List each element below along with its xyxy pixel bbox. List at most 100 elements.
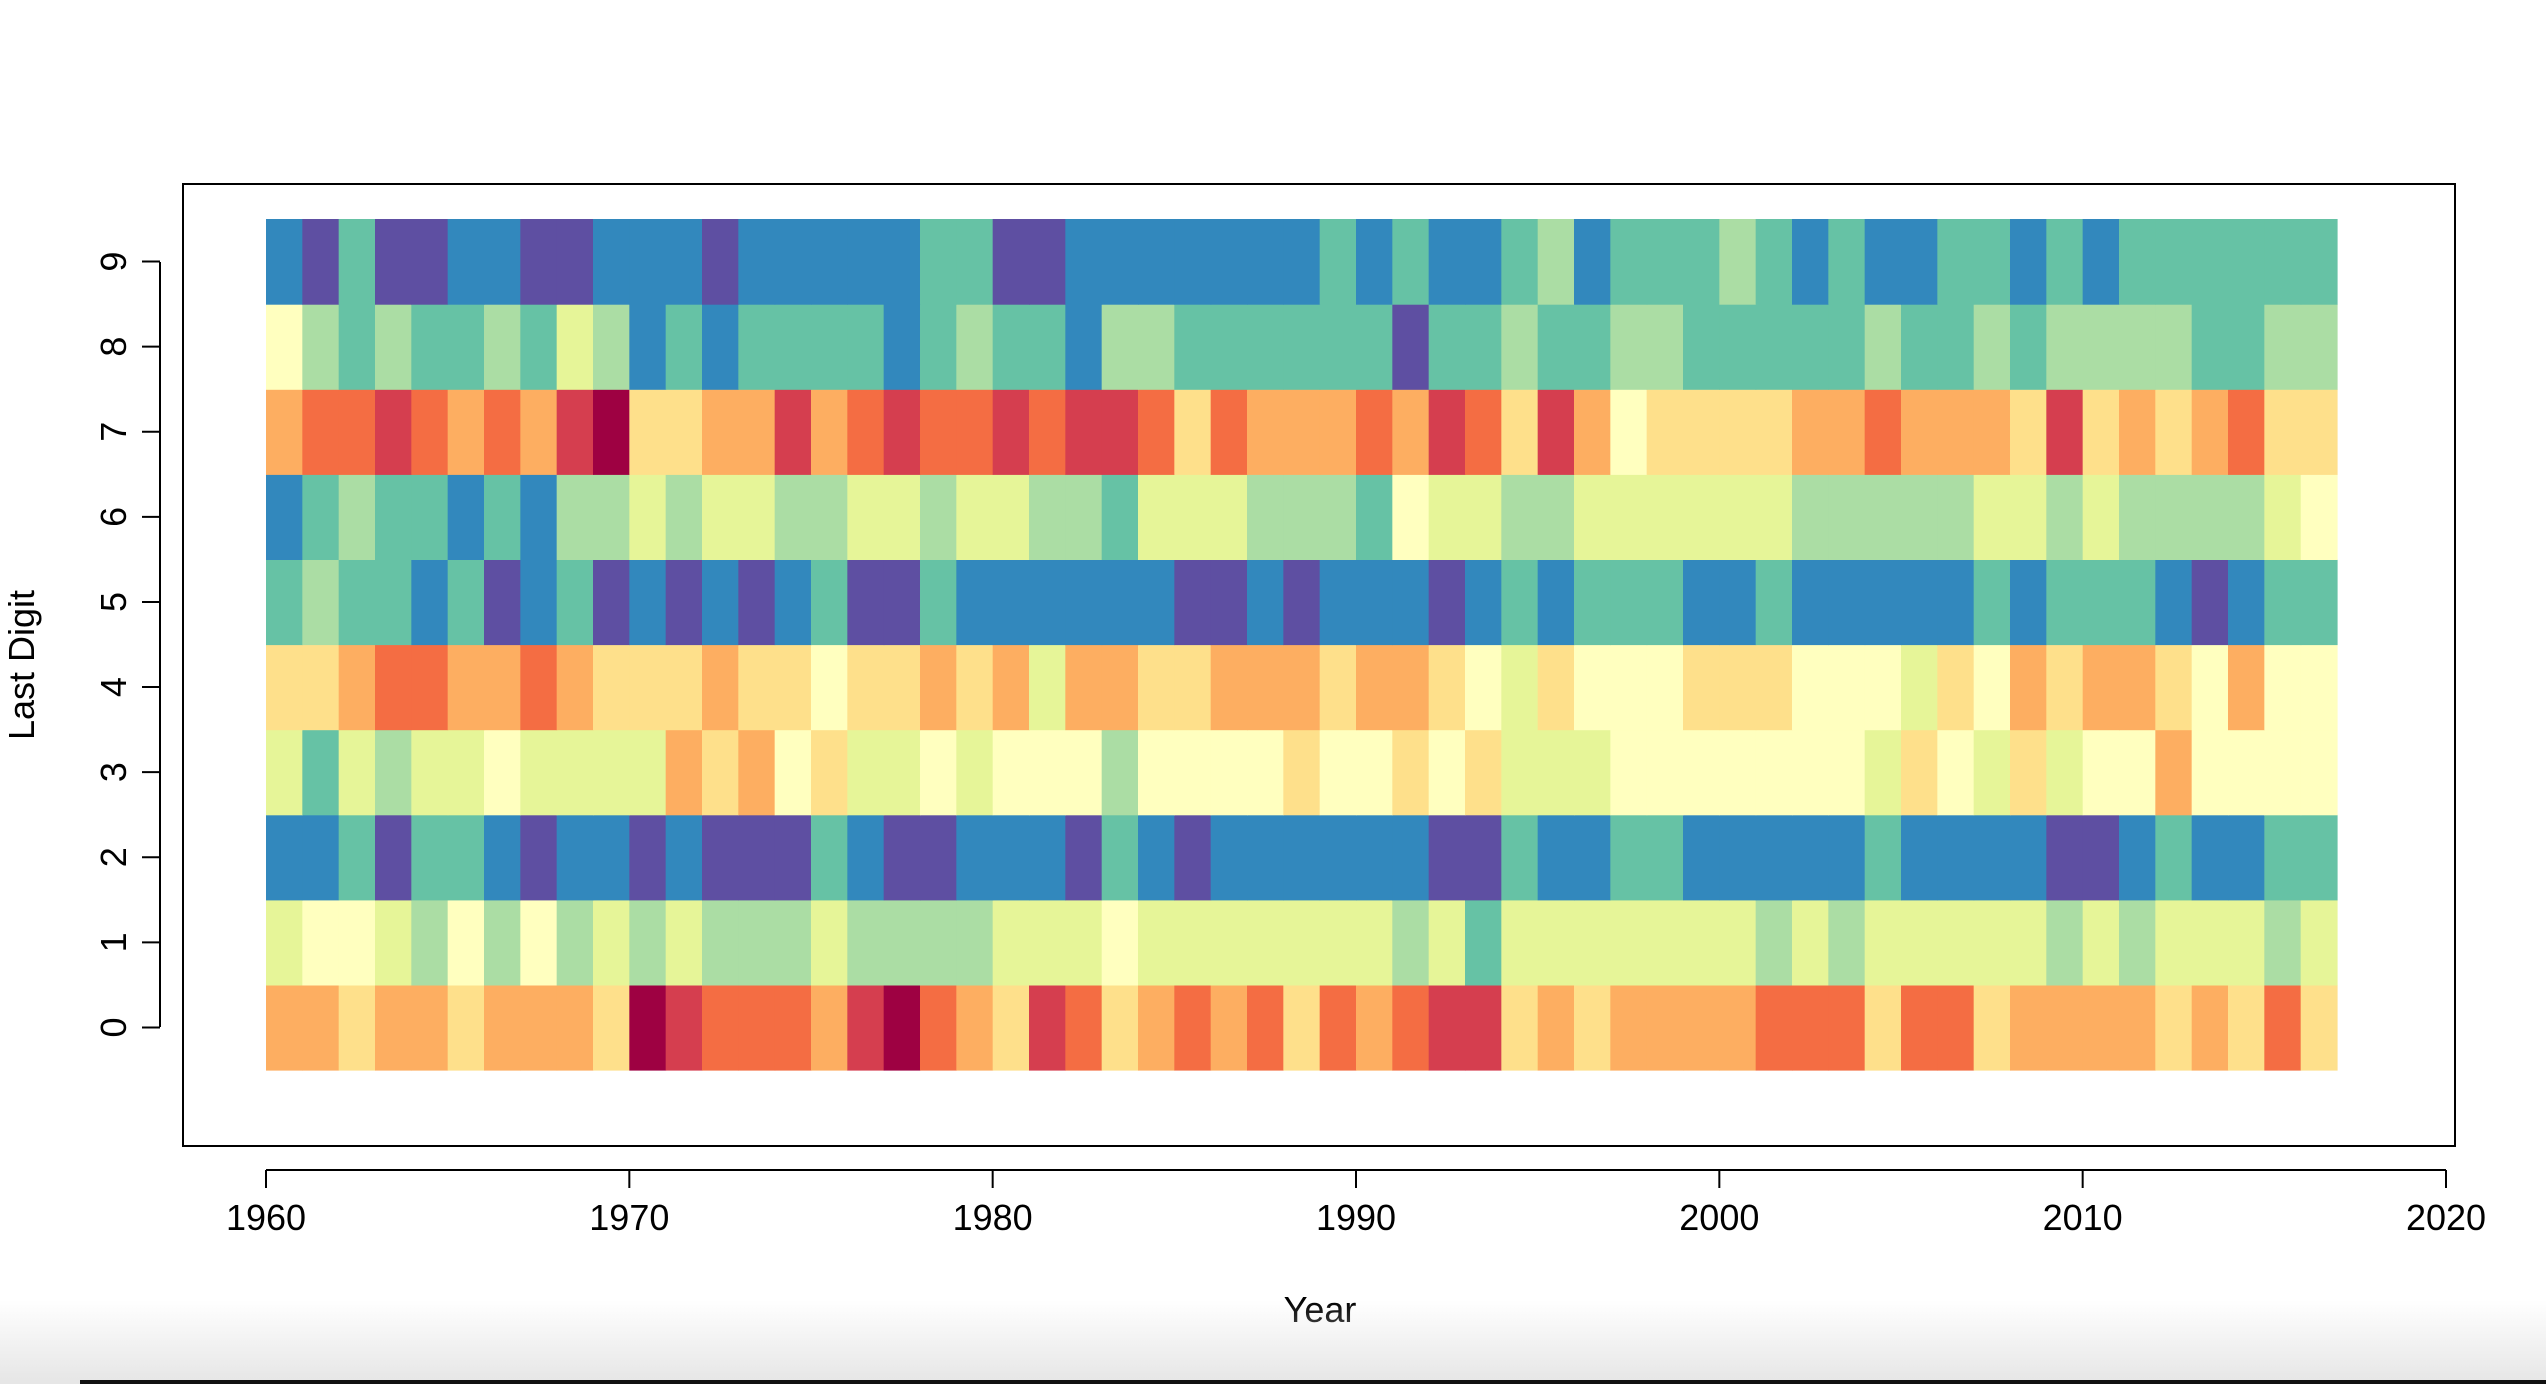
- heatmap-cell: [774, 984, 812, 1071]
- heatmap-cell: [2119, 899, 2156, 986]
- heatmap-cell: [2191, 984, 2229, 1071]
- heatmap-cell: [1174, 304, 1212, 390]
- heatmap-cell: [702, 559, 739, 646]
- heatmap-cell: [520, 899, 558, 986]
- heatmap-cell: [2010, 899, 2047, 986]
- heatmap-cell: [1029, 814, 1066, 901]
- heatmap-cell: [738, 984, 776, 1071]
- heatmap-cell: [520, 219, 558, 305]
- heatmap-cell: [2082, 729, 2120, 816]
- heatmap-cell: [1065, 559, 1103, 646]
- heatmap-cell: [883, 389, 921, 475]
- heatmap-cell: [774, 219, 812, 305]
- heatmap-cell: [702, 729, 739, 816]
- heatmap-cell: [1101, 389, 1139, 475]
- heatmap-cell: [2082, 559, 2120, 646]
- heatmap-cell: [1828, 219, 1866, 305]
- heatmap-cell: [2010, 304, 2047, 390]
- heatmap-cell: [920, 219, 957, 305]
- heatmap-cell: [338, 474, 376, 560]
- heatmap-cell: [956, 729, 994, 816]
- heatmap-cell: [2155, 644, 2193, 731]
- heatmap-cell: [1901, 219, 1938, 305]
- heatmap-cell: [1101, 559, 1139, 646]
- heatmap-cell: [484, 219, 521, 305]
- heatmap-cell: [1864, 814, 1902, 901]
- heatmap-cell: [2300, 644, 2338, 731]
- heatmap-cell: [1574, 219, 1611, 305]
- heatmap-cell: [411, 644, 449, 731]
- heatmap-cell: [2155, 389, 2193, 475]
- heatmap-cell: [1610, 304, 1648, 390]
- heatmap-cell: [2191, 474, 2229, 560]
- heatmap-cell: [2119, 559, 2156, 646]
- heatmap-cell: [1610, 559, 1648, 646]
- heatmap-cell: [2264, 474, 2302, 560]
- heatmap-cell: [1501, 984, 1539, 1071]
- heatmap-cell: [811, 644, 848, 731]
- heatmap-cell: [1283, 304, 1321, 390]
- heatmap-cell: [1283, 219, 1321, 305]
- heatmap-cell: [266, 559, 303, 646]
- heatmap-cell: [774, 644, 812, 731]
- heatmap-cell: [1937, 304, 1975, 390]
- heatmap-cell: [1828, 814, 1866, 901]
- heatmap-cell: [1646, 729, 1684, 816]
- heatmap-cell: [1719, 559, 1757, 646]
- heatmap-cell: [883, 474, 921, 560]
- heatmap-cell: [2300, 389, 2338, 475]
- heatmap-cell: [1283, 644, 1321, 731]
- heatmap-cell: [1719, 899, 1757, 986]
- heatmap-cell: [593, 304, 630, 390]
- heatmap-cell: [1283, 389, 1321, 475]
- heatmap-cell: [1755, 559, 1793, 646]
- heatmap-cell: [520, 814, 558, 901]
- heatmap-cell: [1247, 559, 1284, 646]
- heatmap-cell: [1610, 389, 1648, 475]
- heatmap-cell: [1864, 474, 1902, 560]
- heatmap-cell: [1356, 304, 1393, 390]
- heatmap-cell: [1465, 984, 1502, 1071]
- heatmap-cell: [1065, 389, 1103, 475]
- heatmap-cell: [956, 814, 994, 901]
- heatmap-cell: [1864, 304, 1902, 390]
- heatmap-cell: [1864, 899, 1902, 986]
- heatmap-cell: [338, 304, 376, 390]
- heatmap-cell: [956, 984, 994, 1071]
- heatmap-cell: [1828, 644, 1866, 731]
- heatmap-cell: [2155, 899, 2193, 986]
- heatmap-cell: [665, 729, 703, 816]
- heatmap-cell: [1465, 899, 1502, 986]
- heatmap-cell: [992, 814, 1030, 901]
- heatmap-cell: [1937, 644, 1975, 731]
- heatmap-cell: [1283, 559, 1321, 646]
- heatmap-cell: [2300, 729, 2338, 816]
- heatmap-cell: [1973, 729, 2011, 816]
- heatmap-cell: [883, 304, 921, 390]
- heatmap-cell: [1210, 644, 1248, 731]
- heatmap-cell: [1174, 984, 1212, 1071]
- heatmap-cell: [774, 474, 812, 560]
- heatmap-cell: [1828, 474, 1866, 560]
- heatmap-cell: [1465, 304, 1502, 390]
- heatmap-cell: [629, 644, 667, 731]
- heatmap-cell: [811, 899, 848, 986]
- heatmap-cell: [1864, 984, 1902, 1071]
- heatmap-cell: [2155, 474, 2193, 560]
- heatmap-cell: [665, 899, 703, 986]
- heatmap-cell: [1247, 644, 1284, 731]
- heatmap-cell: [738, 729, 776, 816]
- heatmap-cell: [920, 474, 957, 560]
- heatmap-cell: [1719, 984, 1757, 1071]
- heatmap-cell: [375, 219, 412, 305]
- y-axis-ticks: 0 1 2 3 4 5 6 7 8 9: [93, 252, 160, 1037]
- heatmap-cell: [665, 474, 703, 560]
- heatmap-cell: [2046, 389, 2084, 475]
- heatmap-cell: [665, 984, 703, 1071]
- heatmap-cell: [1646, 389, 1684, 475]
- heatmap-cell: [1065, 474, 1103, 560]
- heatmap-cell: [1537, 814, 1575, 901]
- heatmap-cell: [1537, 559, 1575, 646]
- heatmap-cell: [665, 304, 703, 390]
- heatmap-cell: [1937, 984, 1975, 1071]
